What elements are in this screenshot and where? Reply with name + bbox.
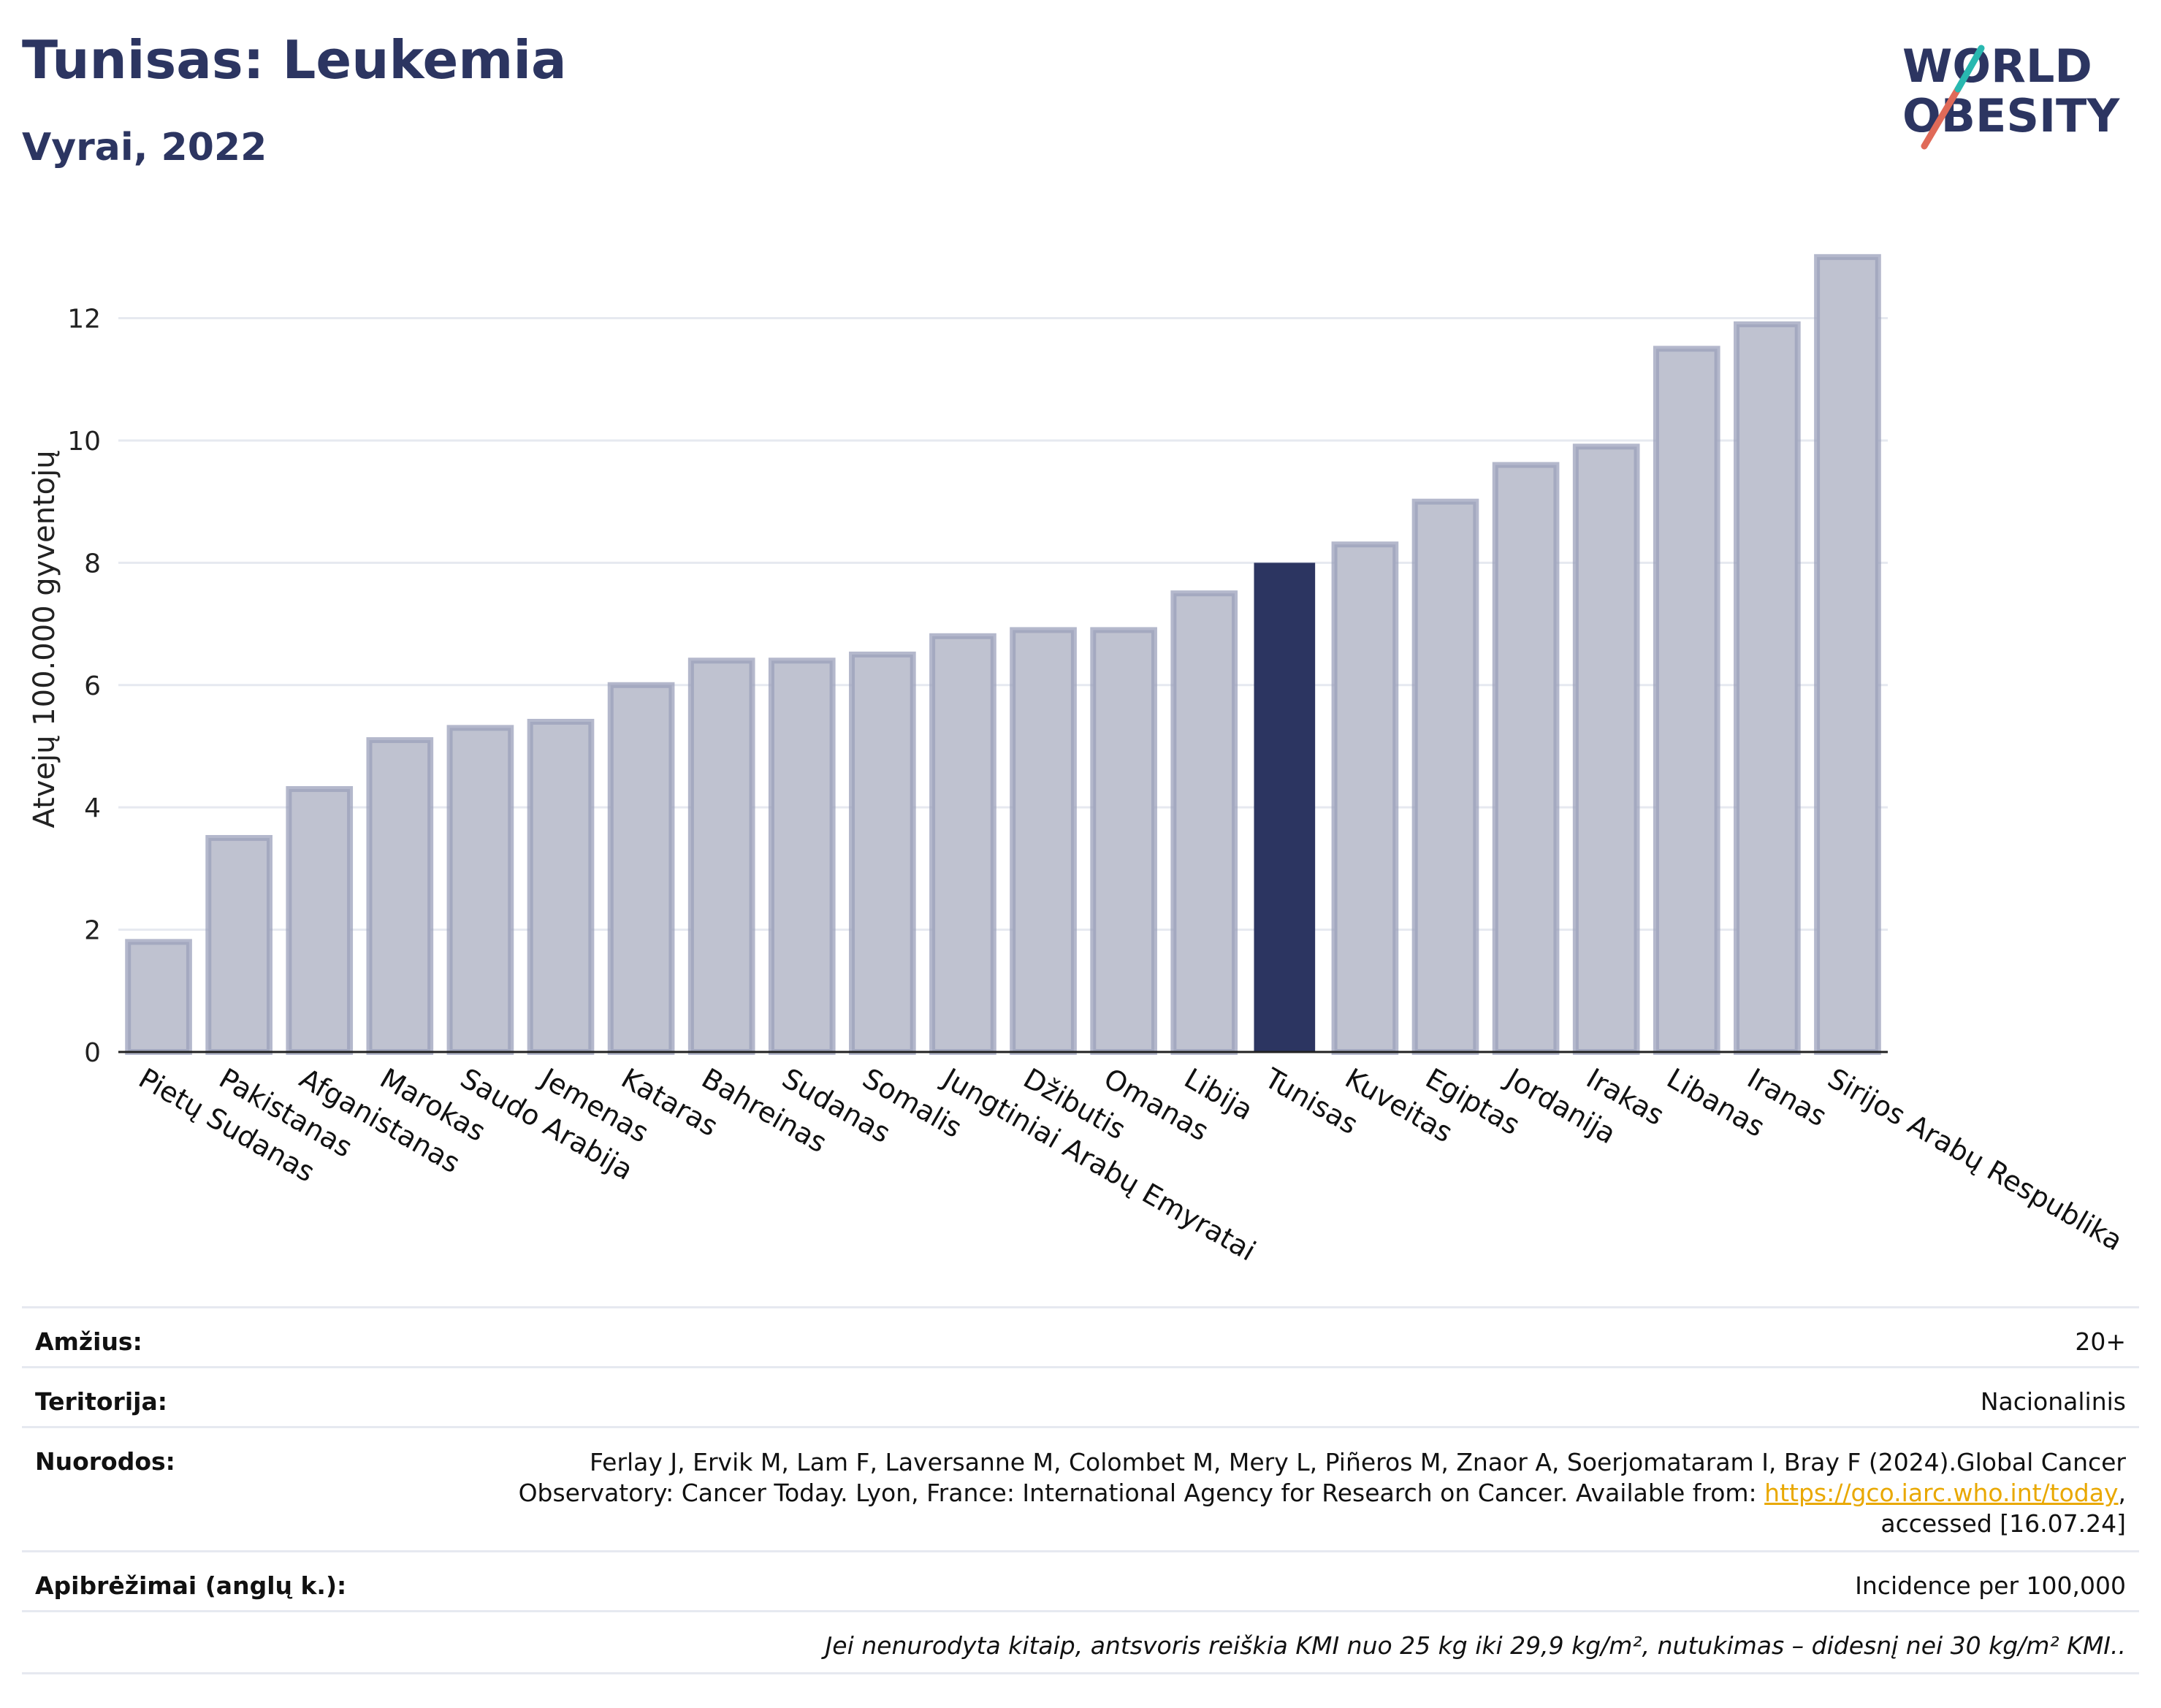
bar	[366, 737, 434, 1055]
references-link[interactable]: https://gco.iarc.who.int/today	[1764, 1479, 2119, 1507]
y-tick-label: 4	[84, 793, 101, 823]
references-line-1: Ferlay J, Ervik M, Lam F, Laversanne M, …	[589, 1448, 2126, 1476]
y-axis-label: Atvejų 100.000 gyventojų	[28, 450, 61, 828]
references-line-3: accessed [16.07.24]	[1880, 1509, 2126, 1538]
bar	[929, 633, 996, 1055]
references-line-2: Observatory: Cancer Today. Lyon, France:…	[519, 1478, 2126, 1509]
bar	[1734, 321, 1801, 1056]
bar	[125, 939, 192, 1056]
bar	[1411, 498, 1479, 1055]
definitions-label: Apibrėžimai (anglų k.):	[35, 1571, 347, 1600]
page-subtitle: Vyrai, 2022	[22, 126, 267, 169]
bar	[1572, 443, 1640, 1055]
info-row-note: Jei nenurodyta kitaip, antsvoris reiškia…	[22, 1610, 2139, 1674]
bar	[1492, 462, 1560, 1055]
logo-line1: WORLD	[1902, 39, 2092, 93]
territory-value: Nacionalinis	[1980, 1387, 2126, 1416]
bar	[446, 725, 514, 1055]
info-row-references: Nuorodos: Ferlay J, Ervik M, Lam F, Lave…	[22, 1426, 2139, 1552]
definitions-value: Incidence per 100,000	[1855, 1571, 2126, 1600]
x-tick-label: Tunisas	[1259, 1061, 1363, 1140]
world-obesity-logo: WORLD OBESITY	[1902, 39, 2120, 150]
bar	[1090, 627, 1157, 1055]
bar	[768, 657, 836, 1055]
y-tick-label: 0	[84, 1038, 101, 1068]
info-row-territory: Teritorija: Nacionalinis	[22, 1366, 2139, 1428]
references-label: Nuorodos:	[35, 1447, 175, 1476]
bar	[1254, 563, 1316, 1052]
bar	[607, 682, 675, 1055]
bar	[1331, 541, 1399, 1055]
y-tick-label: 12	[67, 305, 101, 335]
age-label: Amžius:	[35, 1327, 142, 1356]
bar	[286, 786, 354, 1056]
bar	[1170, 590, 1238, 1055]
bar	[1653, 346, 1720, 1055]
y-tick-label: 8	[84, 549, 101, 579]
info-row-definitions: Apibrėžimai (anglų k.): Incidence per 10…	[22, 1550, 2139, 1612]
y-tick-label: 6	[84, 671, 101, 701]
y-tick-label: 10	[67, 427, 101, 457]
age-value: 20+	[2075, 1327, 2126, 1356]
bar	[849, 651, 916, 1055]
page-title: Tunisas: Leukemia	[22, 29, 567, 91]
references-line-2-end: ,	[2118, 1479, 2127, 1507]
references-line-2-text: Observatory: Cancer Today. Lyon, France:…	[518, 1479, 1765, 1507]
bar	[687, 657, 755, 1055]
x-tick-label: Sirijos Arabų Respublika	[1822, 1062, 2127, 1257]
bar	[527, 719, 595, 1055]
bar	[1814, 253, 1881, 1056]
y-tick-label: 2	[84, 916, 101, 946]
territory-label: Teritorija:	[35, 1387, 167, 1416]
bar	[1010, 627, 1077, 1055]
definition-note: Jei nenurodyta kitaip, antsvoris reiškia…	[825, 1631, 2126, 1660]
bar	[205, 835, 272, 1055]
references-value: Ferlay J, Ervik M, Lam F, Laversanne M, …	[519, 1447, 2126, 1539]
info-row-age: Amžius: 20+	[22, 1306, 2139, 1368]
